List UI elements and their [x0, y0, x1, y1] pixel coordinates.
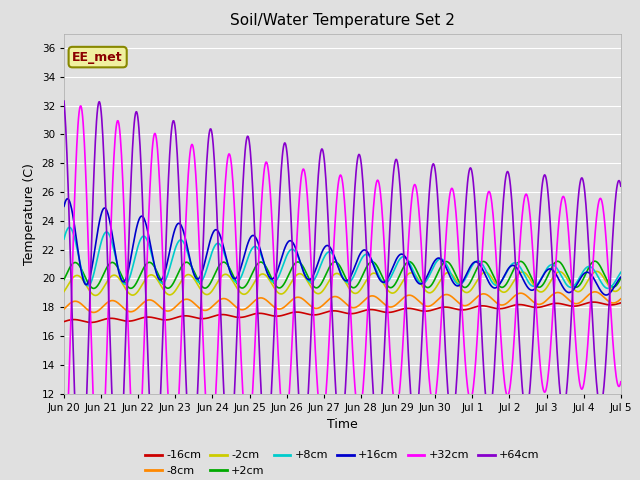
Title: Soil/Water Temperature Set 2: Soil/Water Temperature Set 2 — [230, 13, 455, 28]
Y-axis label: Temperature (C): Temperature (C) — [23, 163, 36, 264]
X-axis label: Time: Time — [327, 418, 358, 431]
Legend: -16cm, -8cm, -2cm, +2cm, +8cm, +16cm, +32cm, +64cm: -16cm, -8cm, -2cm, +2cm, +8cm, +16cm, +3… — [141, 446, 544, 480]
Text: EE_met: EE_met — [72, 50, 123, 63]
